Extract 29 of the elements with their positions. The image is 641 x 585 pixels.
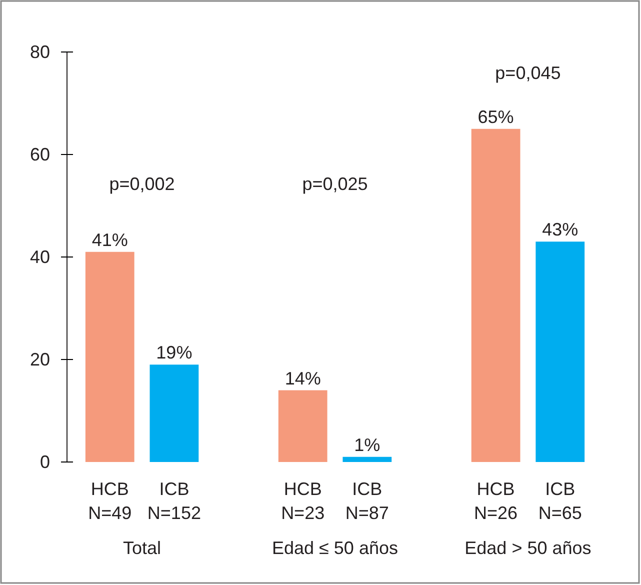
data-label: 14% xyxy=(284,368,321,388)
text: Edad > 50 años xyxy=(464,538,592,558)
bar xyxy=(342,456,392,462)
y-tick-label: 60 xyxy=(30,144,50,164)
bar xyxy=(278,390,328,462)
x-tick-label: HCB N=23 xyxy=(281,479,325,523)
bar xyxy=(150,364,199,462)
data-label: 41% xyxy=(92,230,128,250)
data-label: 1% xyxy=(354,434,380,455)
text: Total xyxy=(123,538,162,558)
x-tick-label: ICB N=152 xyxy=(147,479,201,523)
x-tick-label: ICB N=65 xyxy=(538,479,582,523)
x-tick-label: HCB N=26 xyxy=(474,479,518,523)
y-tick-label: 80 xyxy=(30,42,50,62)
y-tick-label: 40 xyxy=(30,246,50,267)
x-tick-label: HCB N=49 xyxy=(88,479,132,523)
annotation: p=0,045 xyxy=(495,62,561,83)
y-tick-label: 0 xyxy=(40,452,50,472)
annotation: p=0,002 xyxy=(109,174,175,194)
bar xyxy=(471,128,520,462)
data-label: 19% xyxy=(156,342,192,363)
text: Edad ≤ 50 años xyxy=(272,538,398,558)
bar xyxy=(536,242,585,462)
annotation: p=0,025 xyxy=(302,174,368,194)
y-tick-label: 20 xyxy=(30,349,50,370)
x-tick-label: ICB N=87 xyxy=(345,479,389,523)
data-label: 43% xyxy=(542,220,578,240)
data-label: 65% xyxy=(478,106,514,127)
bar xyxy=(85,252,134,462)
